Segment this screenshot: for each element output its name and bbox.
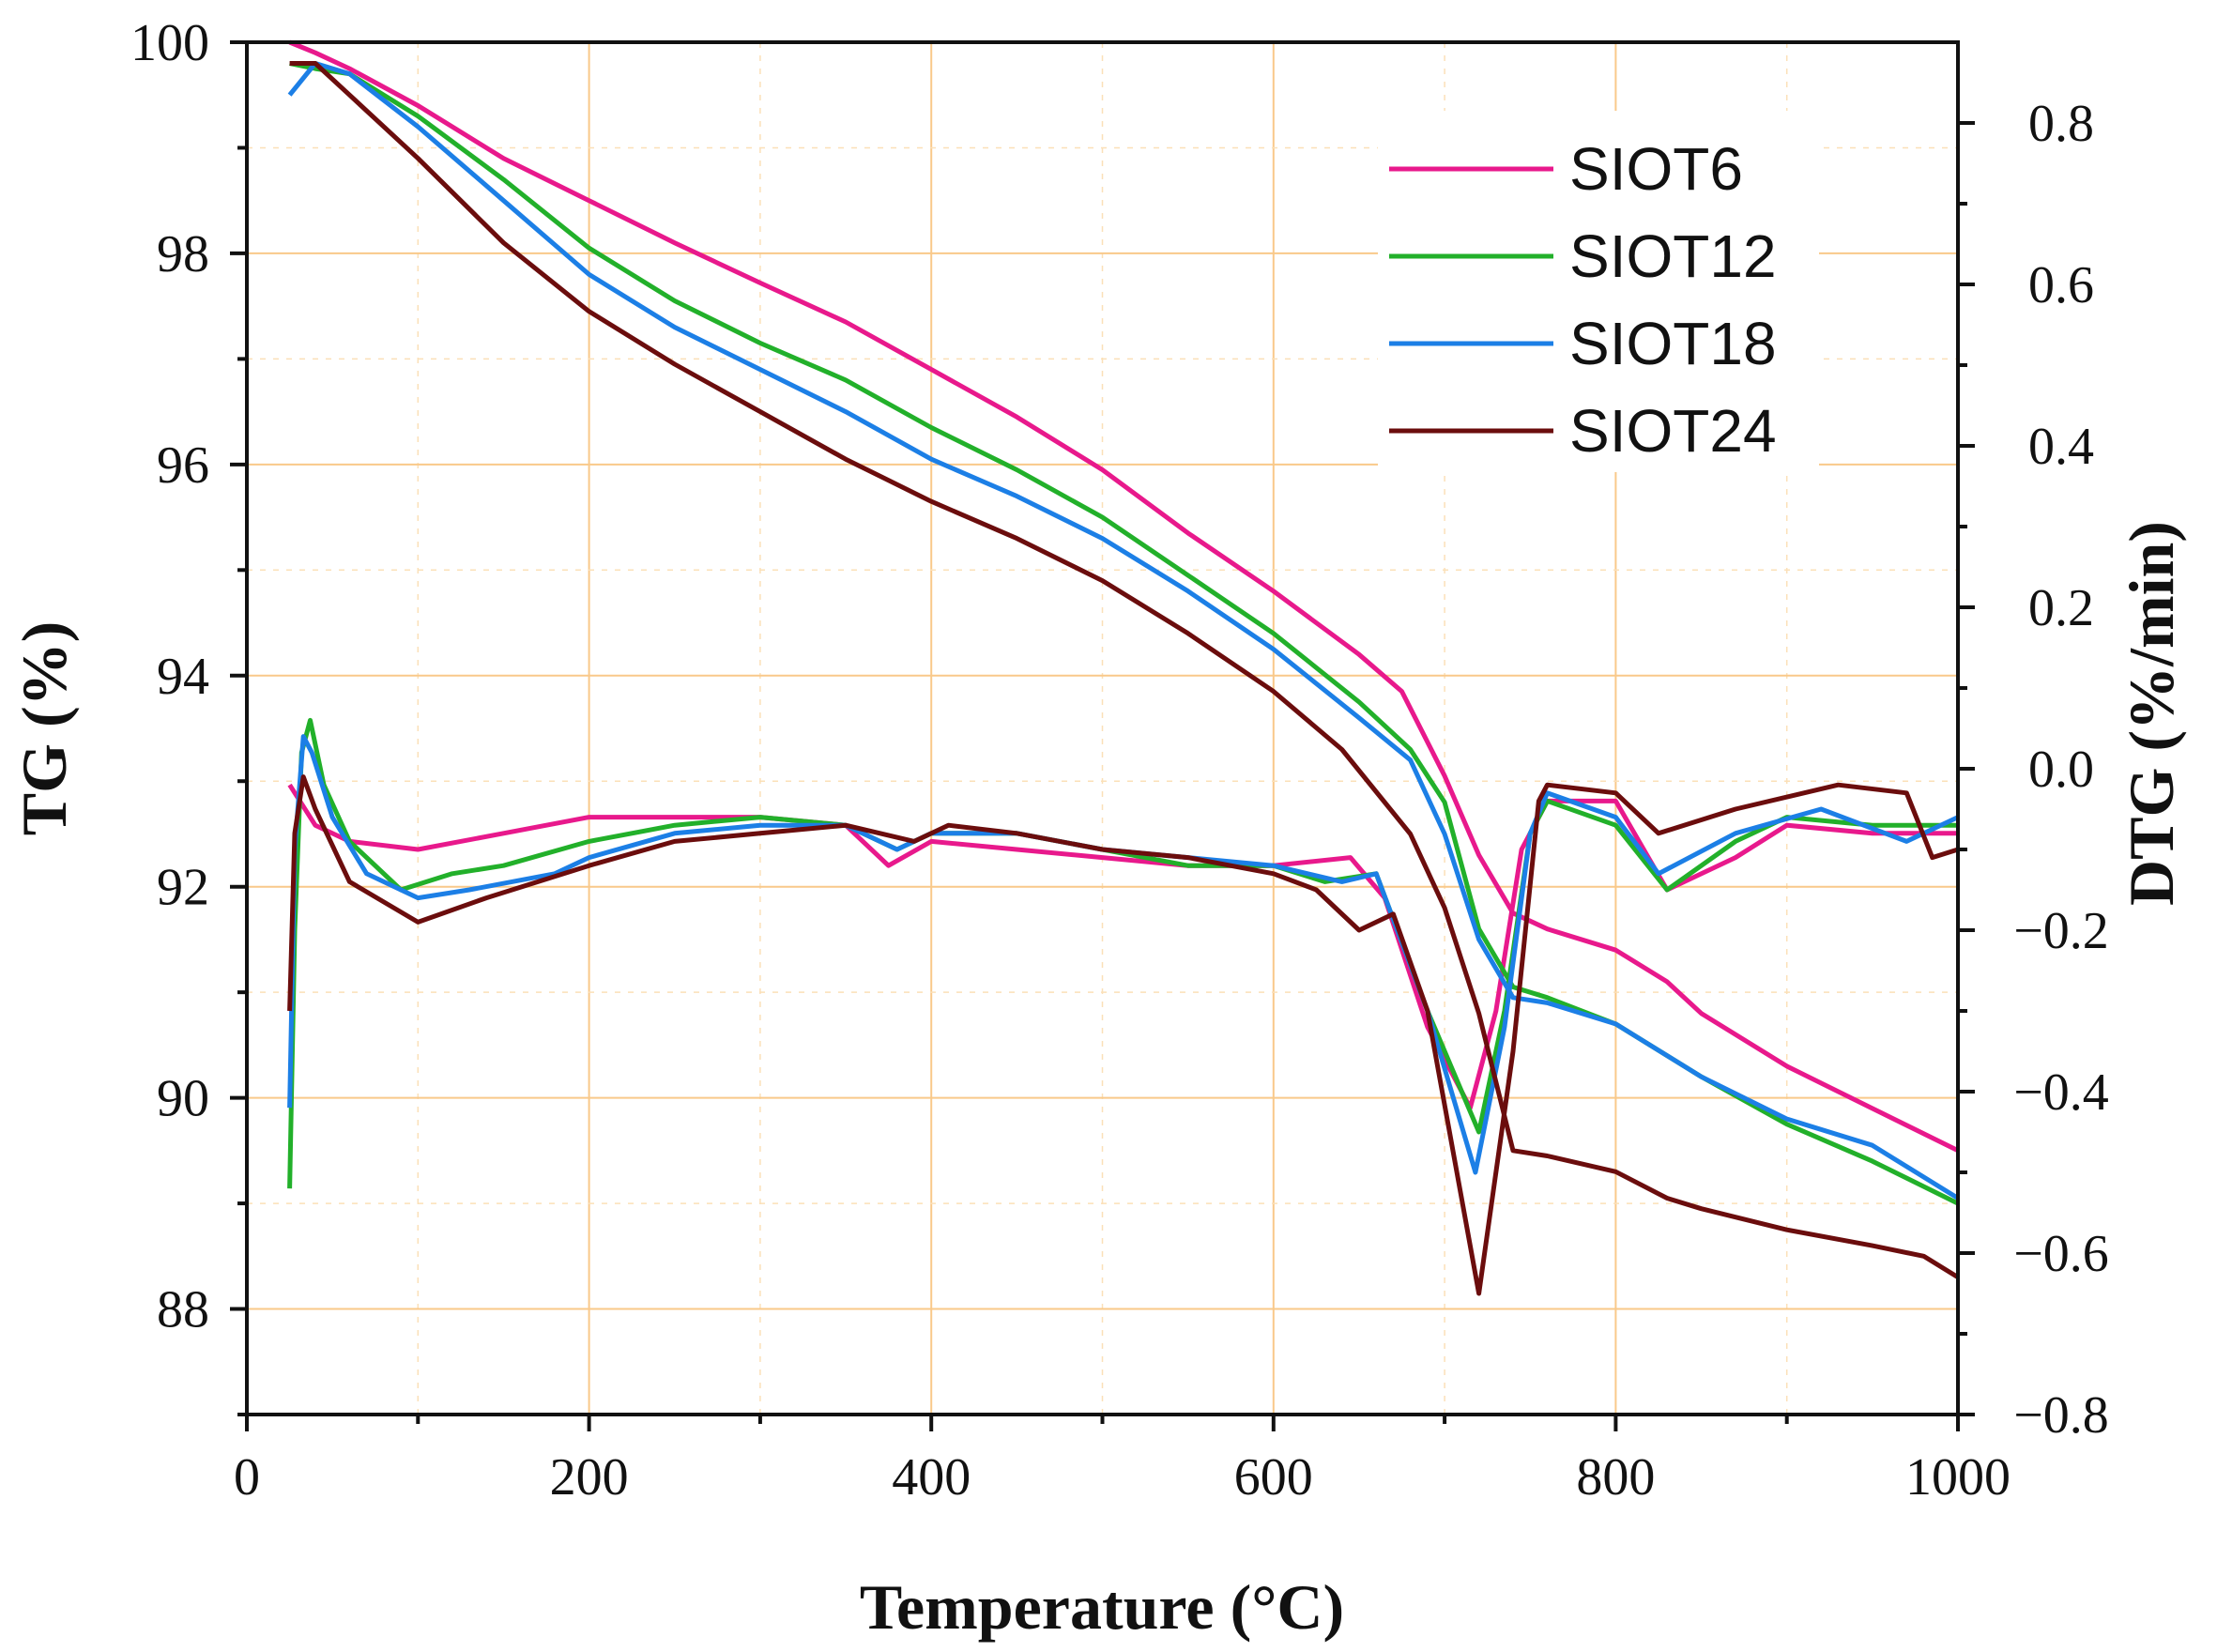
y-left-tick-label: 96 <box>157 436 209 495</box>
y-left-tick-label: 90 <box>157 1070 209 1128</box>
x-tick-label: 1000 <box>1905 1448 2011 1507</box>
x-tick-label: 600 <box>1234 1448 1313 1507</box>
y-right-tick-label: −0.6 <box>2013 1225 2109 1283</box>
tg-line-siot18 <box>287 61 1960 1201</box>
y-right-tick-label: 0.2 <box>2028 579 2094 637</box>
dtg-line-siot18 <box>287 734 1960 1175</box>
tick-labels: 0 200 400 600 800 1000 88 90 92 94 96 98 100 0.8 0.6 0.… <box>130 14 2109 1507</box>
legend-label-siot24: SIOT24 <box>1569 397 1777 465</box>
legend-label-siot6: SIOT6 <box>1569 135 1743 203</box>
y-right-tick-label: 0.4 <box>2028 418 2094 476</box>
series-layer <box>287 39 1960 1296</box>
y-right-tick-label: −0.4 <box>2013 1063 2109 1122</box>
legend-label-siot18: SIOT18 <box>1569 310 1777 377</box>
y-left-tick-label: 100 <box>130 14 209 72</box>
y-right-tick-label: −0.8 <box>2013 1386 2109 1445</box>
legend-label-siot12: SIOT12 <box>1569 222 1777 290</box>
x-tick-label: 0 <box>234 1448 260 1507</box>
dtg-line-siot24 <box>287 774 1959 1296</box>
y-right-tick-label: −0.2 <box>2013 902 2109 960</box>
y-left-tick-label: 94 <box>157 648 209 706</box>
y-right-tick-label: 0.6 <box>2028 256 2094 314</box>
legend: SIOT6 SIOT12 SIOT18 SIOT24 <box>1378 111 1819 472</box>
tick-layer <box>230 40 1975 1431</box>
tg-line-siot24 <box>289 61 1960 1279</box>
y-right-tick-label: 0.8 <box>2028 95 2094 153</box>
y-right-tick-label: 0.0 <box>2028 741 2094 799</box>
y-left-tick-label: 88 <box>157 1281 209 1339</box>
y-left-tick-label: 92 <box>157 859 209 917</box>
y-axis-title-right: DTG (%/min) <box>2116 521 2187 906</box>
x-tick-label: 400 <box>892 1448 971 1507</box>
x-axis-title: Temperature (°C) <box>860 1571 1344 1643</box>
x-tick-label: 800 <box>1576 1448 1655 1507</box>
dtg-line-siot12 <box>287 717 1958 1189</box>
x-tick-label: 200 <box>550 1448 629 1507</box>
dtg-line-siot6 <box>287 783 1958 1110</box>
y-axis-title-left: TG (%) <box>8 621 80 836</box>
y-left-tick-label: 98 <box>157 225 209 283</box>
tg-line-siot6 <box>288 39 1960 1154</box>
